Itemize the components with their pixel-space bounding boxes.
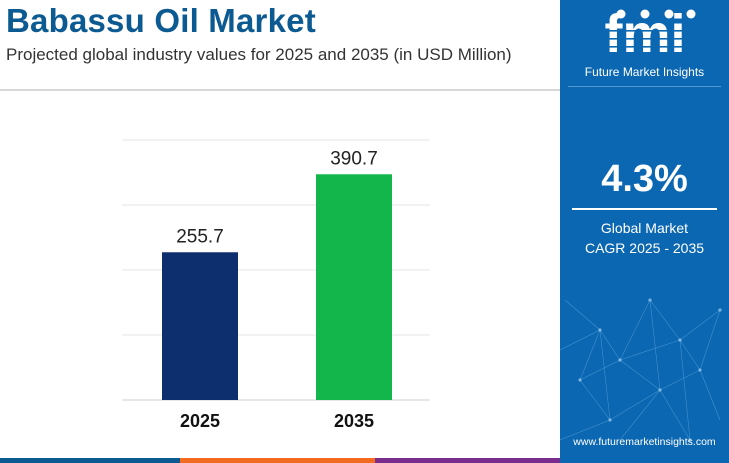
chart-value-labels: 255.7 390.7 <box>176 148 378 247</box>
value-label-2025: 255.7 <box>176 226 224 247</box>
page-title: Babassu Oil Market <box>6 2 316 39</box>
chart-bars <box>162 174 392 400</box>
bar-2035 <box>316 174 392 400</box>
cagr-divider <box>572 208 717 210</box>
bar-2025 <box>162 252 238 400</box>
cagr-value: 4.3% <box>601 158 688 200</box>
cagr-label: Global Market CAGR 2025 - 2035 <box>560 218 729 258</box>
side-panel: fmi Future Market Insights 4.3% Global M… <box>560 0 729 463</box>
network-background-graphic <box>560 298 722 442</box>
category-label-2025: 2025 <box>180 411 220 431</box>
page-subtitle: Projected global industry values for 202… <box>6 45 512 64</box>
cagr-label-line1: Global Market <box>600 220 689 236</box>
stripe-segment-blue <box>0 458 180 463</box>
chart-category-labels: 2025 2035 <box>180 411 374 431</box>
value-label-2035: 390.7 <box>330 148 378 169</box>
stripe-segment-purple <box>375 458 560 463</box>
bar-chart: 255.7 390.7 2025 2035 <box>122 139 430 431</box>
header-divider <box>0 89 560 91</box>
category-label-2035: 2035 <box>334 411 374 431</box>
bottom-color-stripe <box>0 458 560 463</box>
fmi-logo: fmi <box>583 8 707 58</box>
brand-name: Future Market Insights <box>584 65 705 79</box>
logo-divider <box>568 86 721 87</box>
cagr-label-line2: CAGR 2025 - 2035 <box>584 240 705 256</box>
website-link[interactable]: www.futuremarketinsights.com <box>573 436 716 448</box>
stripe-segment-orange <box>180 458 375 463</box>
